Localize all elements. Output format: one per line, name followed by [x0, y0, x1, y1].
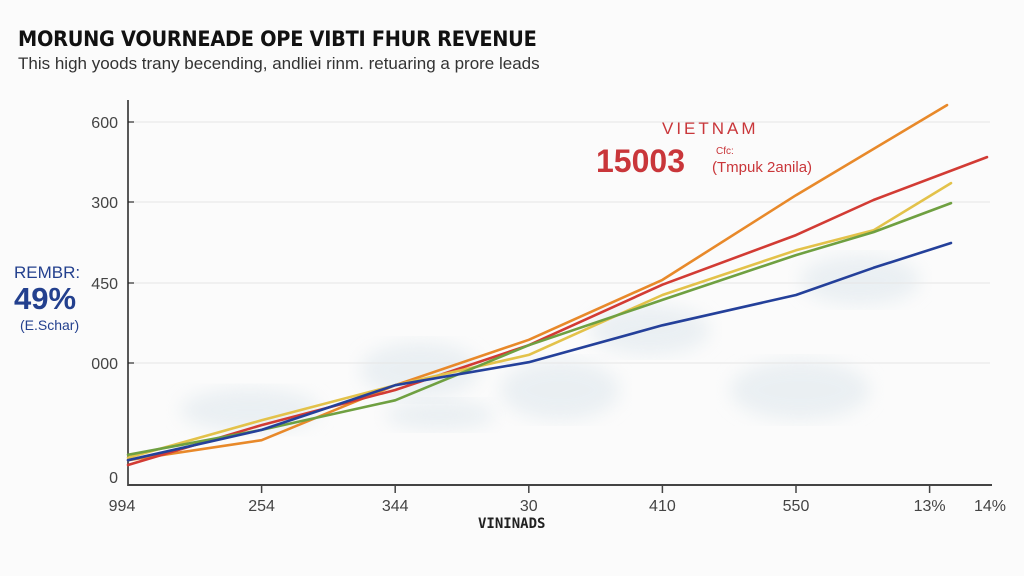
x-tick-label: 344: [382, 498, 409, 515]
background-cloud: [360, 342, 480, 398]
background-cloud: [800, 255, 920, 305]
y-tick-label: 0: [109, 470, 118, 487]
series-line-5: [126, 241, 953, 462]
x-tick-label: 254: [248, 498, 275, 515]
annotation-note: (E.Schar): [20, 317, 80, 333]
annotation-label: VIETNAM: [662, 119, 759, 138]
series-line-4: [126, 201, 953, 457]
y-tick-label: 450: [91, 276, 118, 293]
chart-subtitle: This high yoods trany becending, andliei…: [18, 54, 540, 73]
y-tick-label: 600: [91, 115, 118, 132]
annotation-value: 49%: [14, 281, 77, 316]
x-axis-label: VININADS: [478, 516, 546, 532]
chart-title: MORUNG VOURNEADE OPE VIBTI FHUR REVENUE: [18, 27, 537, 51]
y-tick-label: 000: [91, 356, 118, 373]
annotation-label: REMBR:: [14, 263, 81, 282]
x-tick-label: 994: [109, 498, 136, 515]
series-line-3: [126, 181, 953, 460]
annotation-note: (Tmpuk 2anila): [712, 159, 813, 176]
x-tick-label: 410: [649, 498, 676, 515]
series-line-2: [126, 155, 989, 467]
background-cloud: [500, 360, 620, 420]
background-cloud: [730, 360, 870, 420]
series-line-1: [126, 103, 949, 462]
annotation-note-top: Cfc:: [716, 146, 734, 157]
x-tick-label: 13%: [914, 498, 946, 515]
x-tick-label: 550: [783, 498, 810, 515]
y-tick-label: 300: [91, 195, 118, 212]
background-cloud: [385, 400, 495, 430]
x-tick-label: 30: [520, 498, 538, 515]
annotation-value: 15003: [596, 143, 685, 179]
annotation-rembr: REMBR: 49% (E.Schar): [14, 263, 80, 333]
x-tick-label: 14%: [974, 498, 1006, 515]
